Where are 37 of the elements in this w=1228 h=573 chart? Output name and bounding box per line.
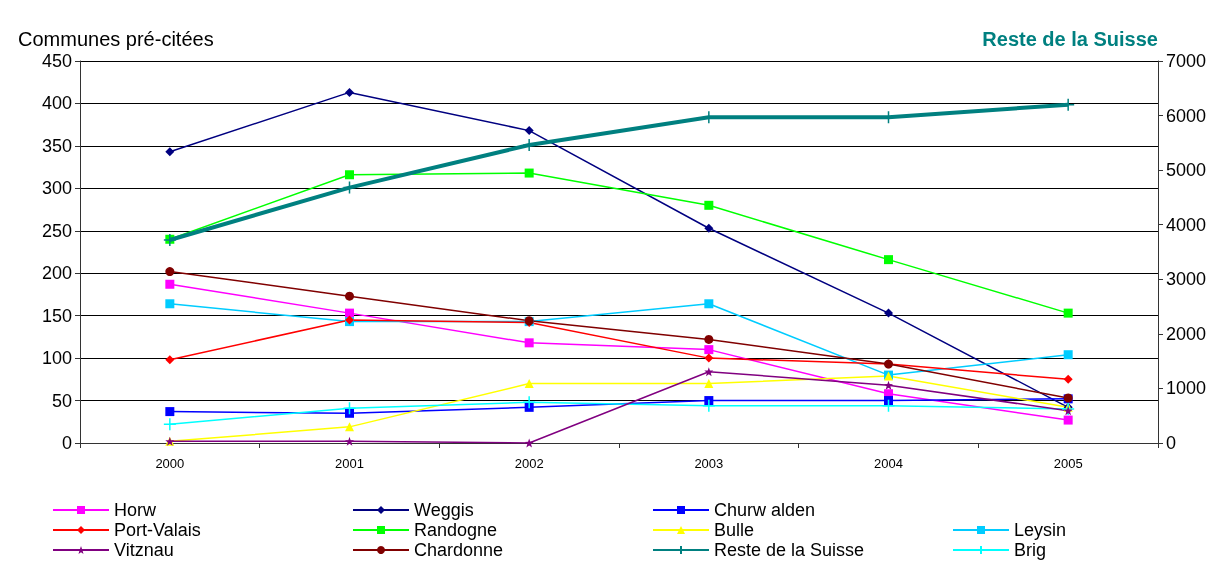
legend-label: Leysin [1014,520,1067,540]
y2-tick-label: 3000 [1166,269,1207,290]
legend-label: Horw [114,500,157,520]
legend-label: Churw alden [714,500,816,520]
y-tick-label: 450 [41,51,72,71]
y-tick-label: 400 [41,93,72,114]
legend-label: Brig [1014,540,1047,560]
y-axis-title: Communes pré-citées [18,28,214,50]
y2-axis-title: Reste de la Suisse [982,28,1158,50]
y2-tick-label: 0 [1166,433,1177,453]
x-tick-label: 2003 [694,456,724,471]
y2-tick-label: 6000 [1166,105,1207,126]
legend-label: Port-Valais [114,520,201,540]
y-tick-label: 350 [41,135,72,156]
legend-label: Bulle [714,520,755,540]
x-tick-label: 2002 [514,456,544,471]
y-tick-label: 150 [41,305,72,326]
y-tick-label: 0 [61,433,72,453]
y2-tick-label: 2000 [1166,323,1207,344]
y2-tick-label: 5000 [1166,160,1207,181]
x-tick-label: 2001 [335,456,364,471]
y-tick-label: 100 [41,348,72,369]
legend-label: Reste de la Suisse [714,540,865,560]
x-tick-label: 2005 [1053,456,1083,471]
y-tick-label: 300 [41,178,72,199]
y-tick-label: 200 [41,263,72,284]
legend-label: Randogne [414,520,498,540]
y-tick-label: 250 [41,220,72,241]
y-tick-label: 50 [51,390,72,411]
legend-label: Chardonne [414,540,504,560]
y2-tick-label: 7000 [1166,51,1207,71]
y2-tick-label: 1000 [1166,378,1207,399]
x-tick-label: 2000 [155,456,185,471]
legend-label: Vitznau [114,540,174,560]
legend-label: Weggis [414,500,474,520]
y2-tick-label: 4000 [1166,214,1207,235]
x-tick-label: 2004 [874,456,903,471]
